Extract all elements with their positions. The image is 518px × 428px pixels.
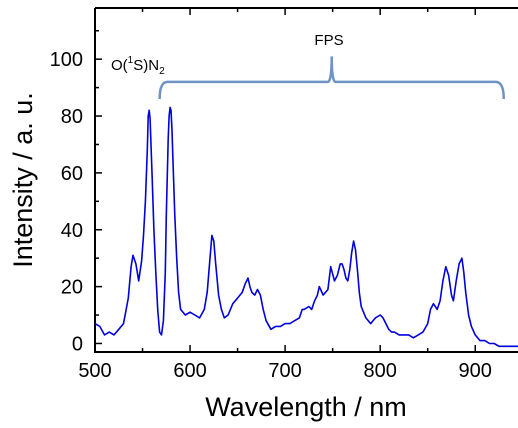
x-tick-label: 500	[78, 360, 111, 382]
x-tick-label: 600	[173, 360, 206, 382]
o1s-superscript: 1	[128, 55, 134, 66]
x-tick-label: 800	[363, 360, 396, 382]
y-axis-title: Intensity / a. u.	[8, 92, 38, 268]
fps-bracket	[158, 56, 505, 99]
o1s-prefix: O(	[111, 57, 128, 74]
y-tick-label: 40	[61, 220, 83, 242]
y-tick-label: 80	[61, 106, 83, 128]
o1s-mid: S)N	[133, 57, 159, 74]
x-tick-label: 900	[459, 360, 492, 382]
y-tick-label: 100	[50, 49, 83, 71]
o1s-n2-annotation: O(1S)N2	[111, 55, 165, 77]
fps-annotation: FPS	[314, 32, 343, 49]
y-tick-label: 20	[61, 277, 83, 299]
o1s-subscript: 2	[159, 66, 165, 77]
spectrum-line-0	[94, 106, 518, 348]
x-tick-label: 700	[268, 360, 301, 382]
y-tick-label: 0	[72, 333, 83, 355]
x-axis-title: Wavelength / nm	[205, 392, 407, 422]
y-tick-label: 60	[61, 163, 83, 185]
